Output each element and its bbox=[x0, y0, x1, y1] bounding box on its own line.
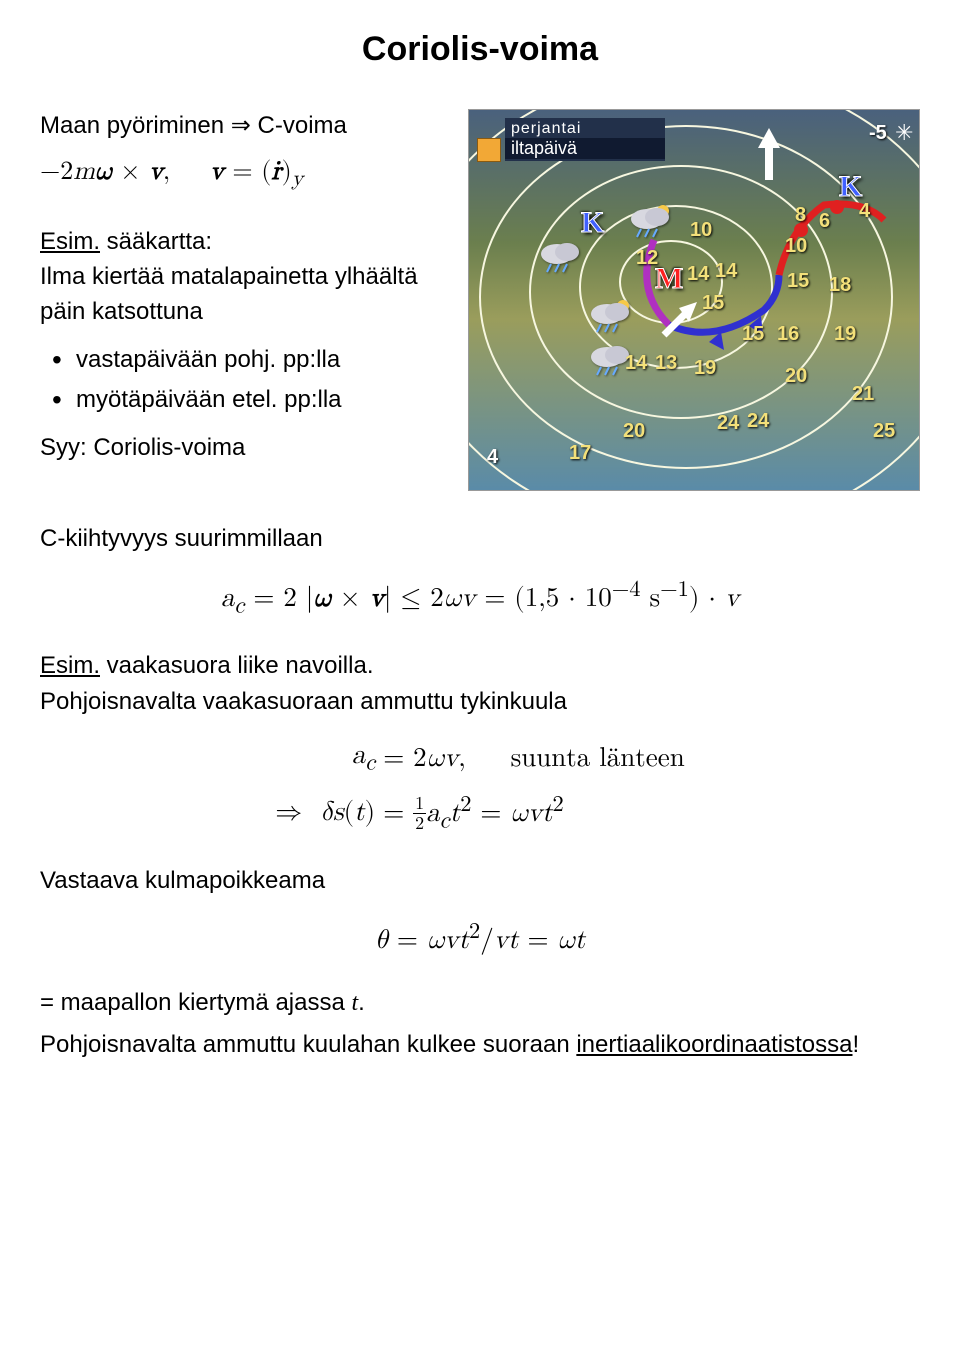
equation-1: −2mω × v, v = (ṙ)y bbox=[40, 154, 448, 196]
example2: Esim. vaakasuora liike navoilla. Pohjois… bbox=[40, 648, 920, 720]
temperature-label: 24 bbox=[747, 410, 769, 433]
arrow-up-icon bbox=[758, 128, 780, 180]
left-column: Maan pyöriminen ⇒ C-voima −2mω × v, v = … bbox=[40, 109, 448, 491]
weather-map: perjantai iltapäivä bbox=[468, 109, 920, 491]
conclusion: = maapallon kiertymä ajassa t. bbox=[40, 985, 920, 1021]
temperature-label: -5 bbox=[869, 122, 887, 145]
temperature-label: 6 bbox=[819, 210, 830, 233]
temperature-label: 17 bbox=[569, 442, 591, 465]
bullet-1: vastapäivään pohj. pp:lla bbox=[52, 340, 448, 381]
footnote: Pohjoisnavalta ammuttu kuulahan kulkee s… bbox=[40, 1027, 920, 1063]
eq3-l1-lhs: ac bbox=[275, 740, 375, 777]
section3-heading: Vastaava kulmapoikkeama bbox=[40, 863, 920, 899]
section2-heading: C-kiihtyvyys suurimmillaan bbox=[40, 521, 920, 557]
eq3-l2-lhs: ⇒ δs(t) bbox=[275, 797, 375, 829]
bullet-2: myötäpäivään etel. pp:lla bbox=[52, 380, 448, 421]
temperature-label: 15 bbox=[787, 270, 809, 293]
eq3-l1-rhs: = 2ωv, suunta länteen bbox=[383, 743, 685, 775]
temperature-label: 14 bbox=[687, 263, 709, 286]
eq1-right: v = (ṙ)y bbox=[210, 154, 303, 196]
example1-label: Esim. bbox=[40, 228, 100, 255]
cloud-icon bbox=[589, 300, 633, 330]
page-title: Coriolis-voima bbox=[40, 30, 920, 69]
temperature-label: 10 bbox=[785, 235, 807, 258]
low-pressure-icon: M bbox=[655, 262, 683, 296]
equation-3: ac = 2ωv, suunta länteen ⇒ δs(t) = 12act… bbox=[40, 740, 920, 835]
temperature-label: 21 bbox=[852, 383, 874, 406]
cloud-icon bbox=[539, 240, 583, 270]
example1-body: Ilma kiertää matalapainetta ylhäältä päi… bbox=[40, 260, 448, 330]
temperature-label: 15 bbox=[702, 292, 724, 315]
temperature-label: 14 bbox=[715, 260, 737, 283]
temperature-label: 18 bbox=[829, 274, 851, 297]
fronts-overlay: ✳ bbox=[469, 110, 919, 490]
equation-4: θ = ωvt2/vt = ωt bbox=[40, 919, 920, 957]
temperature-label: 4 bbox=[487, 446, 498, 469]
temperature-label: 19 bbox=[834, 323, 856, 346]
high-pressure-icon: K bbox=[839, 170, 862, 204]
temperature-label: 20 bbox=[623, 420, 645, 443]
temperature-label: 10 bbox=[690, 219, 712, 242]
temperature-label: 8 bbox=[795, 204, 806, 227]
temperature-label: 16 bbox=[777, 323, 799, 346]
example1-heading: Esim. sääkartta: bbox=[40, 225, 448, 260]
eq1-left: −2mω × v, bbox=[40, 154, 170, 196]
high-pressure-icon: K bbox=[581, 206, 604, 240]
temperature-label: 19 bbox=[694, 357, 716, 380]
example2-text: vaakasuora liike navoilla. bbox=[100, 652, 373, 679]
temperature-label: 13 bbox=[655, 352, 677, 375]
top-row: Maan pyöriminen ⇒ C-voima −2mω × v, v = … bbox=[40, 109, 920, 491]
equation-2: ac = 2 |ω × v| ≤ 2ωv = (1,5 · 10−4 s−1) … bbox=[40, 577, 920, 620]
bullet-list: vastapäivään pohj. pp:lla myötäpäivään e… bbox=[52, 340, 448, 421]
example1-text: sääkartta: bbox=[100, 228, 212, 255]
temperature-label: 12 bbox=[636, 247, 658, 270]
example2-label: Esim. bbox=[40, 652, 100, 679]
snow-icon: ✳ bbox=[895, 120, 913, 145]
temperature-label: 4 bbox=[859, 200, 870, 223]
cause-line: Syy: Coriolis-voima bbox=[40, 431, 448, 466]
temperature-label: 24 bbox=[717, 412, 739, 435]
temperature-label: 20 bbox=[785, 365, 807, 388]
temperature-label: 25 bbox=[873, 420, 895, 443]
temperature-label: 14 bbox=[625, 352, 647, 375]
temperature-label: 15 bbox=[742, 323, 764, 346]
example2-body: Pohjoisnavalta vaakasuoraan ammuttu tyki… bbox=[40, 688, 567, 715]
cloud-icon bbox=[629, 205, 673, 235]
eq3-l2-rhs: = 12act2 = ωvt2 bbox=[383, 792, 685, 835]
intro-line: Maan pyöriminen ⇒ C-voima bbox=[40, 109, 448, 144]
